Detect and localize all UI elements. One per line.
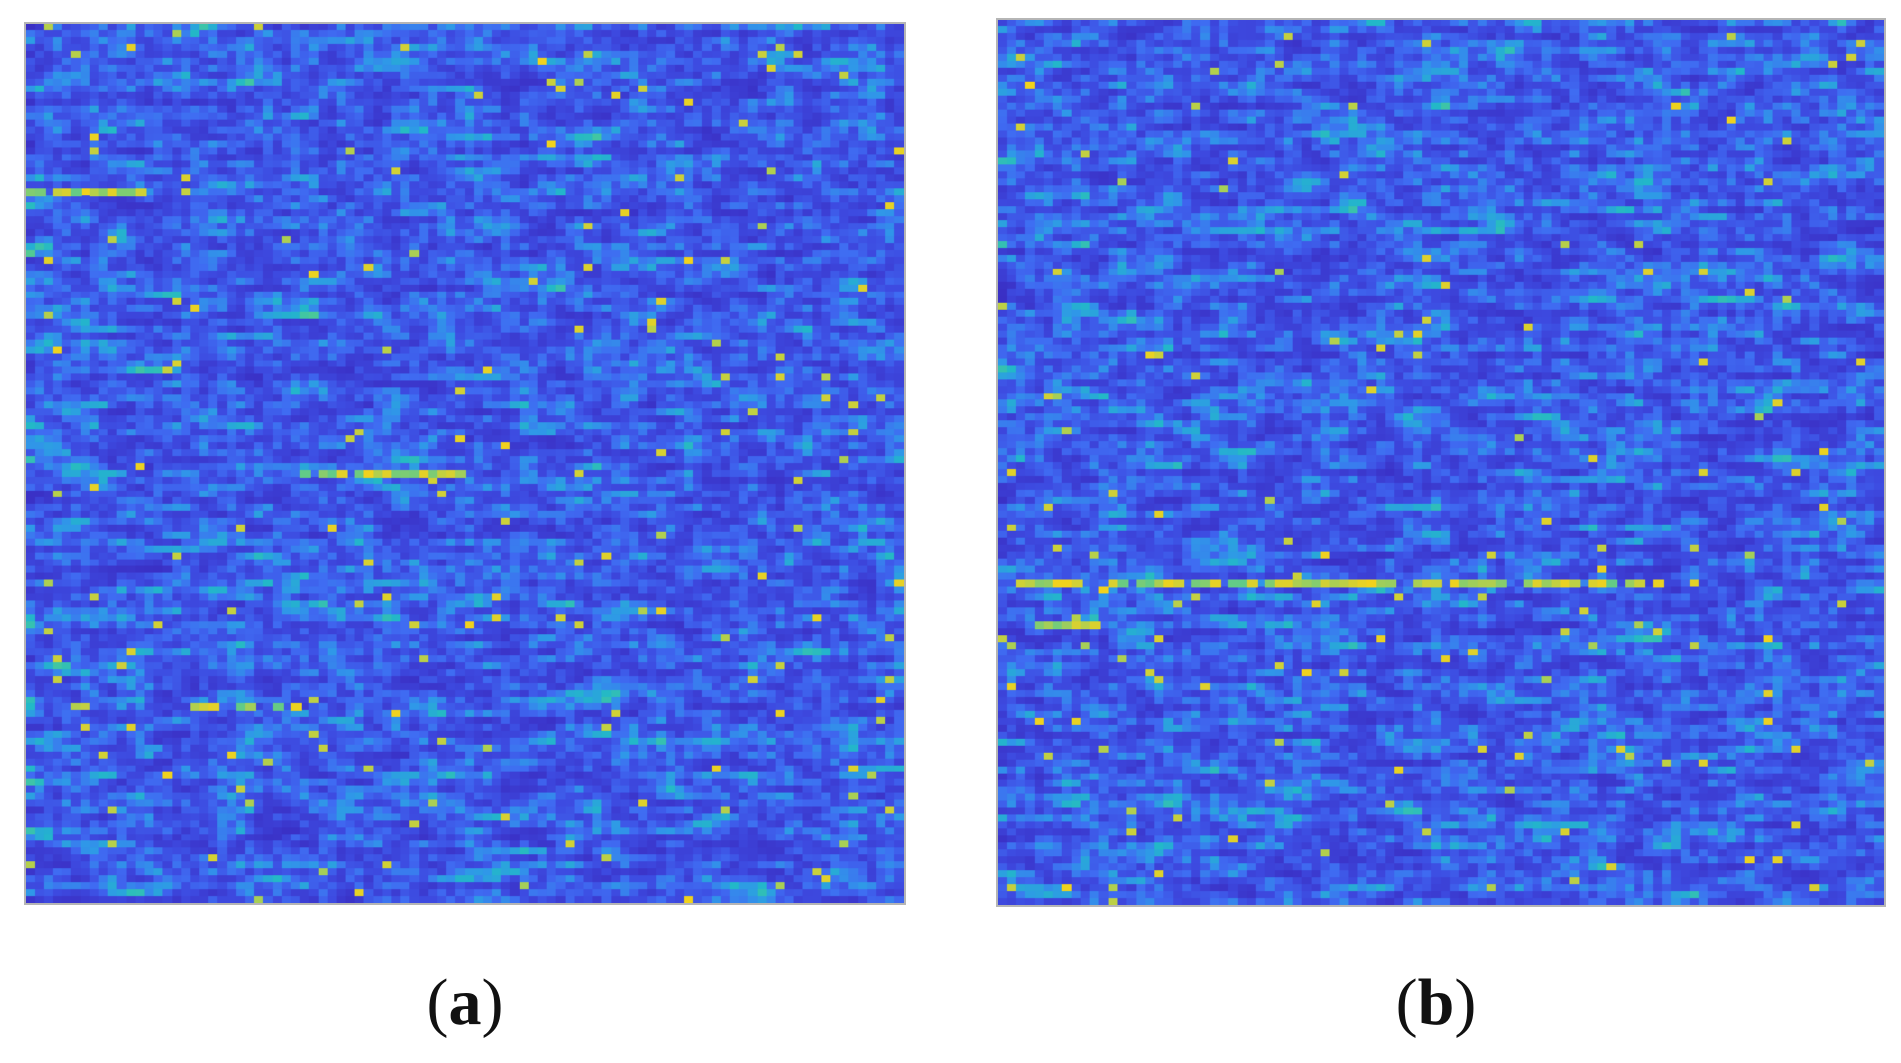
panel-b-caption-close-paren: ) — [1454, 966, 1477, 1039]
panel-a-caption-close-paren: ) — [481, 966, 504, 1039]
panel-a-heatmap — [24, 22, 906, 905]
panel-b-heatmap — [996, 18, 1886, 907]
panel-b-caption-letter: b — [1417, 966, 1455, 1039]
panel-b-caption-open-paren: ( — [1395, 966, 1418, 1039]
panel-a-caption-open-paren: ( — [426, 966, 449, 1039]
panel-a-heatmap-canvas — [26, 24, 904, 903]
panel-a-caption-letter: a — [448, 966, 482, 1039]
panel-b-caption: (b) — [1386, 970, 1486, 1036]
panel-a-caption: (a) — [415, 970, 515, 1036]
panel-b-heatmap-canvas — [998, 20, 1884, 905]
